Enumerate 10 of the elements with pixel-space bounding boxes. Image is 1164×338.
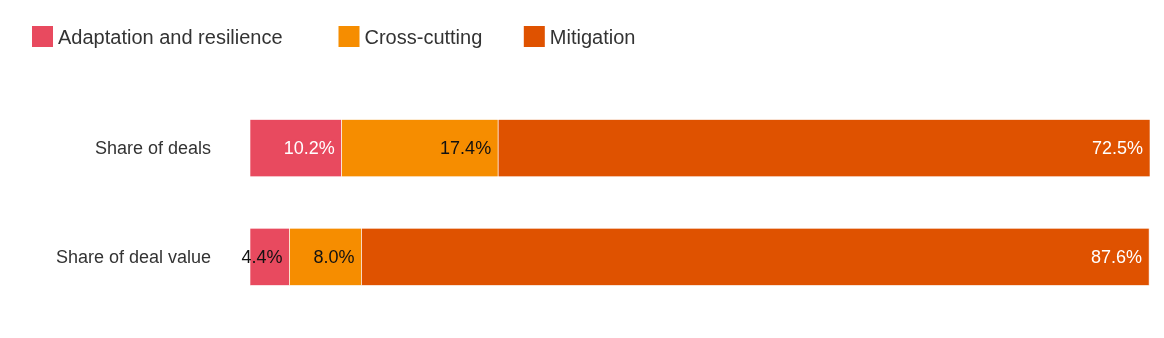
legend-label: Adaptation and resilience — [58, 25, 283, 48]
y-tick-label: Share of deal value — [55, 247, 211, 268]
legend-label: Mitigation — [549, 25, 636, 48]
data-label: 10.2% — [283, 138, 335, 159]
data-label: 72.5% — [1091, 138, 1143, 159]
legend-label: Cross-cutting — [364, 25, 483, 48]
data-label: 8.0% — [313, 247, 355, 268]
data-label: 17.4% — [440, 138, 492, 159]
y-tick-label: Share of deals — [94, 138, 211, 159]
data-label: 87.6% — [1091, 247, 1143, 268]
